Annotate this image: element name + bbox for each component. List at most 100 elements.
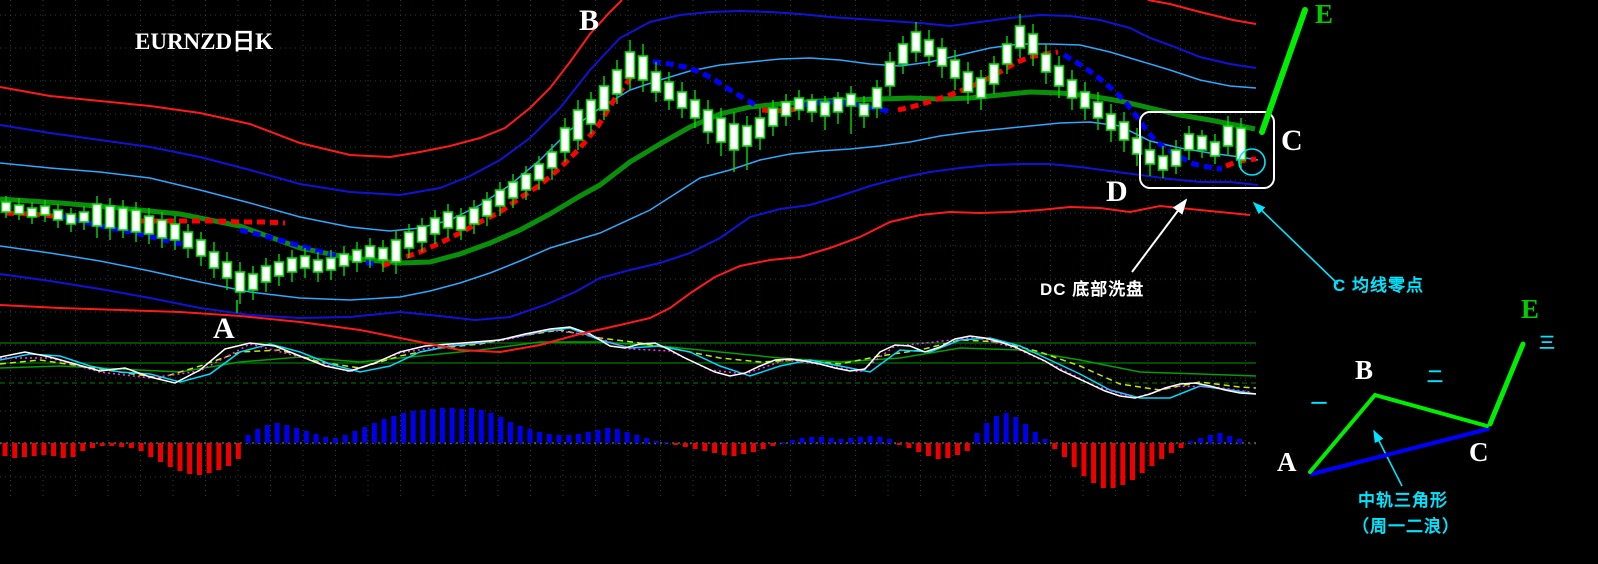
point-e-label: E [1315,0,1334,29]
candle-body [273,261,285,277]
trend-dots-red [761,106,799,114]
histogram-bar-down [955,443,961,455]
histogram-bar-up [303,431,309,443]
candle-body [1209,141,1221,157]
candle-body [403,231,415,249]
candle-body [728,123,740,151]
histogram-bar-up [848,438,854,443]
candle-body [1118,121,1130,141]
histogram-bar-down [158,443,164,462]
candle-body [468,207,480,225]
candle-body [377,247,389,261]
candle-body [689,99,701,119]
candle-body [481,199,493,217]
candle-body [559,127,571,153]
histogram-bar-up [828,438,834,443]
histogram-bar-down [1052,443,1058,449]
histogram-bar-down [692,443,698,449]
histogram-bar-up [391,416,397,443]
wave-two-label: 二 [1427,369,1445,386]
histogram-bar-up [1013,417,1019,443]
histogram-bar-down [741,443,747,454]
histogram-bar-up [401,413,407,443]
histogram-bar-down [682,443,688,447]
candle-body [611,69,623,95]
candle-body [897,43,909,65]
dc-washout-note: DC 底部洗盘 [1040,280,1145,299]
point-b-label: B [579,4,600,37]
histogram-bar-up [410,411,416,443]
histogram-bar-down [964,443,970,451]
histogram-bar-down [916,443,922,452]
candle-body [26,207,38,218]
histogram-bar-down [673,443,679,445]
diagram-c-label: C [1469,437,1489,467]
histogram-bar-down [1110,443,1116,488]
candle-body [1170,149,1182,167]
osc-yellow-line [0,329,1257,391]
candle-body [338,253,350,267]
histogram-bar-down [945,443,951,458]
diagram-a-label: A [1277,447,1297,477]
candle-body [117,207,129,231]
histogram-bar-up [255,429,261,443]
candle-body [221,261,233,279]
highlight-box [1139,111,1275,189]
candle-body [988,63,1000,85]
symbol-title: EURNZD日K [135,29,274,54]
histogram-bar-down [750,443,756,452]
candle-body [884,61,896,87]
trend-dots-blue [1062,52,1223,172]
c-ma-zero-note: C 均线零点 [1333,276,1424,295]
candle-body [949,59,961,79]
histogram-bar-up [993,416,999,443]
candle-body [637,55,649,81]
candle-body [650,71,662,93]
histogram-bar-up [857,437,863,443]
histogram-bar-up [614,429,620,443]
candle-body [1235,127,1247,161]
histogram-bar-down [1071,443,1077,467]
candle-body [910,31,922,53]
lower-cyan-band [0,121,1259,301]
tri-arrow [1373,429,1403,487]
histogram-bar-up [1198,438,1204,443]
candle-body [936,47,948,67]
candle-body [624,51,636,79]
ma-zero-circle [1238,148,1266,176]
candle-body [1066,79,1078,99]
point-d-label: D [1106,175,1128,208]
histogram-bar-down [206,443,212,473]
candle-body [793,97,805,111]
candle-body [1079,91,1091,109]
histogram-bar-down [702,443,708,451]
lower-red-band [0,204,1251,354]
upper-cyan-band [0,43,1257,232]
histogram-bar-up [838,439,844,443]
histogram-bar-up [634,435,640,443]
histogram-bar-up [284,425,290,443]
histogram-bar-up [789,440,795,443]
candle-body [819,101,831,117]
histogram-bar-down [119,443,125,447]
candle-body [52,209,64,221]
candle-body [156,219,168,239]
point-c-label: C [1281,124,1303,157]
candle-body [598,85,610,111]
histogram-bar-down [128,443,134,448]
candle-body [78,211,90,223]
candle-body [780,101,792,117]
candle-body [195,239,207,257]
wave-three-label: 三 [1539,335,1557,352]
histogram-bar-down [721,443,727,455]
candle-body [494,189,506,207]
histogram-bar-up [546,434,552,443]
histogram-bar-up [449,408,455,443]
candle-body [1001,43,1013,65]
histogram-bar-up [488,413,494,443]
histogram-bar-up [663,442,669,443]
histogram-bar-up [566,435,572,443]
histogram-bar-down [712,443,718,453]
lower-blue-band [0,163,1259,322]
candle-body [806,99,818,113]
